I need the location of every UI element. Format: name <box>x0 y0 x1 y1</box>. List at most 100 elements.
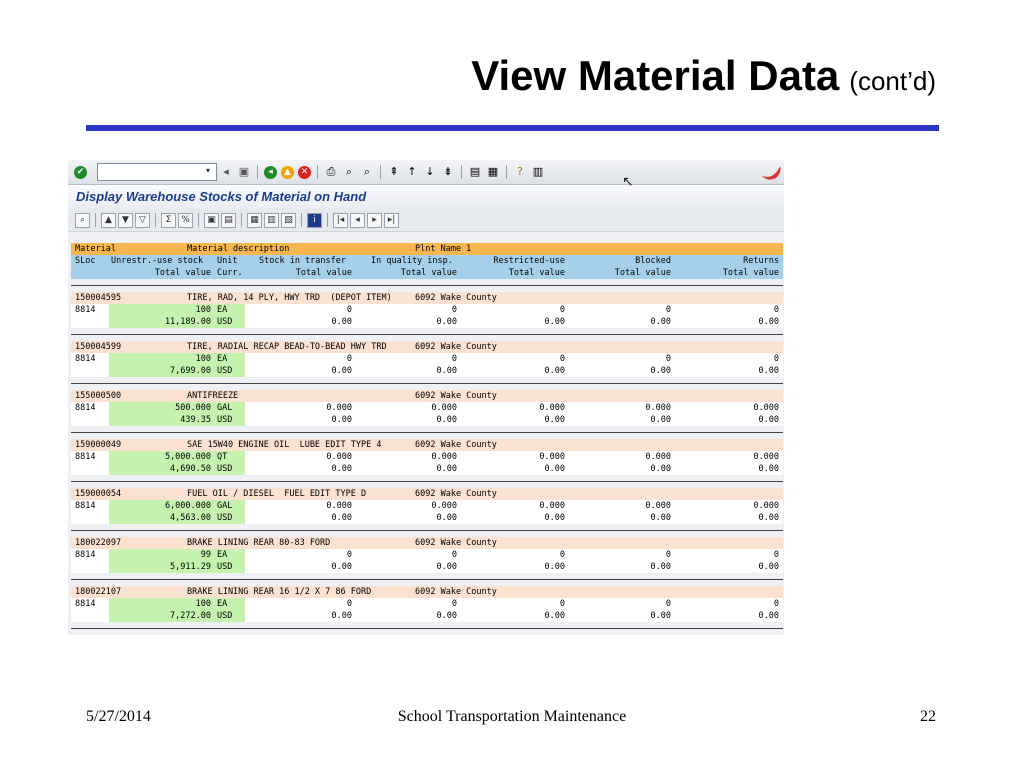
footer-title: School Transportation Maintenance <box>397 708 627 725</box>
value-row[interactable]: 7,699.00 USD 0.00 0.00 0.00 0.00 0.00 <box>71 365 783 377</box>
returns-qty: 0.000 <box>753 403 779 413</box>
col-currency: Curr. <box>217 268 243 278</box>
cancel-icon[interactable]: ✕ <box>298 165 311 179</box>
system-toolbar: ✔ ▾ ◂ ▣ ◂ ▲ ✕ ⎙ ⌕ ⌕ ⇞ ↑ ↓ ⇟ ▤ ▦ ? ▥ ↖ <box>68 160 784 190</box>
value-row[interactable]: 5,911.29 USD 0.00 0.00 0.00 0.00 0.00 <box>71 561 783 573</box>
command-field[interactable]: ▾ <box>97 163 217 182</box>
material-row[interactable]: 180022107 BRAKE LINING REAR 16 1/2 X 7 86… <box>71 586 783 598</box>
last-record-icon[interactable]: ▸| <box>384 212 399 228</box>
help-icon[interactable]: ? <box>517 165 523 178</box>
returns-qty: 0.000 <box>753 452 779 462</box>
col-description: Material description <box>187 244 290 254</box>
info-icon[interactable]: i <box>307 212 322 228</box>
restricted-value: 0.00 <box>544 611 565 621</box>
returns-value: 0.00 <box>758 562 779 572</box>
total-value: 4,563.00 <box>170 513 211 523</box>
material-row[interactable]: 180022097 BRAKE LINING REAR 80-83 FORD 609… <box>71 537 783 549</box>
change-layout-icon[interactable]: ▦ <box>247 212 262 228</box>
quality-value: 0.00 <box>436 464 457 474</box>
enter-icon[interactable]: ✔ <box>74 165 87 179</box>
choose-detail-icon[interactable]: ⌕ <box>75 212 90 228</box>
find-icon[interactable]: ⌕ <box>345 165 353 178</box>
find-next-icon[interactable]: ⌕ <box>363 165 371 178</box>
quantity-row[interactable]: 8814 99 EA 0 0 0 0 0 <box>71 549 783 561</box>
back-icon[interactable]: ◂ <box>264 165 277 179</box>
transfer-value: 0.00 <box>331 317 352 327</box>
currency: USD <box>217 513 233 523</box>
returns-value: 0.00 <box>758 415 779 425</box>
export-icon[interactable]: ▤ <box>221 212 236 228</box>
restricted-value: 0.00 <box>544 366 565 376</box>
sum-icon[interactable]: Σ <box>161 212 176 228</box>
material-row[interactable]: 155000500 ANTIFREEZE 6092 Wake County <box>71 390 783 402</box>
first-record-icon[interactable]: |◂ <box>333 212 348 228</box>
header-row-3: Total value Curr. Total value Total valu… <box>71 267 783 279</box>
last-page-icon[interactable]: ⇟ <box>443 165 453 178</box>
transfer-qty: 0.000 <box>326 403 352 413</box>
quantity-row[interactable]: 8814 6,000.000 GAL 0.000 0.000 0.000 0.000 0.00… <box>71 500 783 512</box>
value-row[interactable]: 4,690.50 USD 0.00 0.00 0.00 0.00 0.00 <box>71 463 783 475</box>
quantity-row[interactable]: 8814 500.000 GAL 0.000 0.000 0.000 0.000 0.000 <box>71 402 783 414</box>
material-block: 150004595 TIRE, RAD, 14 PLY, HWY TRD (DEP… <box>71 286 783 335</box>
quantity-row[interactable]: 8814 5,000.000 QT 0.000 0.000 0.000 0.000 0.000 <box>71 451 783 463</box>
shortcut-icon[interactable]: ▦ <box>487 165 499 178</box>
plant-name: 6092 Wake County <box>415 293 497 303</box>
quality-value: 0.00 <box>436 562 457 572</box>
slide-title: View Material Data (cont’d) <box>471 52 936 100</box>
total-value: 7,699.00 <box>170 366 211 376</box>
subtotal-icon[interactable]: % <box>178 212 193 228</box>
material-row[interactable]: 150004595 TIRE, RAD, 14 PLY, HWY TRD (DEP… <box>71 292 783 304</box>
quantity-row[interactable]: 8814 100 EA 0 0 0 0 0 <box>71 353 783 365</box>
toolbar-separator <box>327 213 328 227</box>
material-number: 180022097 <box>75 538 122 548</box>
currency: USD <box>217 464 233 474</box>
sort-descending-icon[interactable]: ▼ <box>118 212 133 228</box>
material-row[interactable]: 159000049 SAE 15W40 ENGINE OIL LUBE EDIT … <box>71 439 783 451</box>
quantity-row[interactable]: 8814 100 EA 0 0 0 0 0 <box>71 598 783 610</box>
value-row[interactable]: 11,189.00 USD 0.00 0.00 0.00 0.00 0.00 <box>71 316 783 328</box>
new-session-icon[interactable]: ▤ <box>469 165 481 178</box>
quality-qty: 0 <box>451 550 457 560</box>
material-block: 180022107 BRAKE LINING REAR 16 1/2 X 7 86… <box>71 580 783 629</box>
exit-icon[interactable]: ▲ <box>281 165 294 179</box>
print-preview-icon[interactable]: ▣ <box>204 212 219 228</box>
col-unit: Unit <box>217 256 238 266</box>
first-page-icon[interactable]: ⇞ <box>389 165 399 178</box>
value-row[interactable]: 439.35 USD 0.00 0.00 0.00 0.00 0.00 <box>71 414 783 426</box>
toolbar-separator <box>155 213 156 227</box>
restricted-qty: 0 <box>559 305 565 315</box>
previous-page-icon[interactable]: ↑ <box>407 165 417 178</box>
print-icon[interactable]: ⎙ <box>326 165 336 178</box>
value-row[interactable]: 4,563.00 USD 0.00 0.00 0.00 0.00 0.00 <box>71 512 783 524</box>
left-arrow-icon[interactable]: ◂ <box>223 165 229 178</box>
command-input[interactable] <box>98 167 202 182</box>
stock-list: Material Material description Plnt Name … <box>71 243 783 629</box>
filter-icon[interactable]: ▽ <box>135 212 150 228</box>
storage-location: 8814 <box>75 550 96 560</box>
col-total-value: Total value <box>154 268 211 278</box>
material-description: TIRE, RAD, 14 PLY, HWY TRD (DEPOT ITEM) <box>187 293 392 303</box>
total-value: 5,911.29 <box>170 562 211 572</box>
material-description: FUEL OIL / DIESEL FUEL EDIT TYPE D <box>187 489 367 499</box>
material-row[interactable]: 159000054 FUEL OIL / DIESEL FUEL EDIT TYP… <box>71 488 783 500</box>
command-history-icon[interactable]: ▾ <box>206 166 211 175</box>
layout-menu-icon[interactable]: ▥ <box>532 165 544 178</box>
restricted-value: 0.00 <box>544 464 565 474</box>
save-layout-icon[interactable]: ▧ <box>281 212 296 228</box>
quantity-row[interactable]: 8814 100 EA 0 0 0 0 0 <box>71 304 783 316</box>
previous-record-icon[interactable]: ◂ <box>350 212 365 228</box>
select-layout-icon[interactable]: ▥ <box>264 212 279 228</box>
material-description: TIRE, RADIAL RECAP BEAD-TO-BEAD HWY TRD <box>187 342 387 352</box>
sort-ascending-icon[interactable]: ▲ <box>101 212 116 228</box>
returns-value: 0.00 <box>758 464 779 474</box>
material-row[interactable]: 150004599 TIRE, RADIAL RECAP BEAD-TO-BEAD… <box>71 341 783 353</box>
save-icon[interactable]: ▣ <box>238 165 250 178</box>
next-record-icon[interactable]: ▸ <box>367 212 382 228</box>
plant-name: 6092 Wake County <box>415 587 497 597</box>
transfer-value: 0.00 <box>331 415 352 425</box>
sap-window: ✔ ▾ ◂ ▣ ◂ ▲ ✕ ⎙ ⌕ ⌕ ⇞ ↑ ↓ ⇟ ▤ ▦ ? ▥ ↖ Di… <box>68 160 784 635</box>
slide-title-main: View Material Data <box>471 52 840 99</box>
next-page-icon[interactable]: ↓ <box>425 165 435 178</box>
transfer-qty: 0 <box>346 599 352 609</box>
value-row[interactable]: 7,272.00 USD 0.00 0.00 0.00 0.00 0.00 <box>71 610 783 622</box>
